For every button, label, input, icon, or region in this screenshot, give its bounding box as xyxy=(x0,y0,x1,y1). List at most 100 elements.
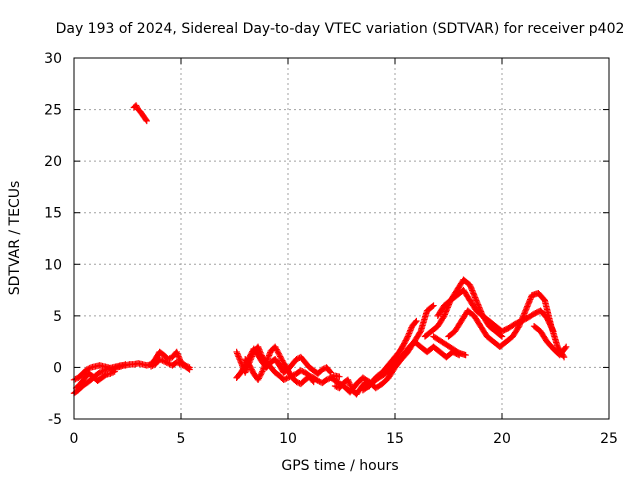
data-point xyxy=(120,361,128,369)
data-point xyxy=(346,381,353,388)
data-point xyxy=(262,360,269,368)
data-point xyxy=(336,373,343,380)
y-tick-label: 0 xyxy=(53,360,62,376)
data-point xyxy=(147,363,155,370)
data-point xyxy=(246,363,254,370)
data-point xyxy=(277,354,285,362)
data-point xyxy=(112,364,119,372)
plot-frame xyxy=(73,57,610,420)
data-point xyxy=(132,102,140,109)
data-point xyxy=(122,361,129,368)
data-point xyxy=(416,329,424,336)
data-point xyxy=(111,368,118,375)
data-point xyxy=(105,364,112,371)
data-point xyxy=(110,369,117,376)
data-point xyxy=(407,327,414,334)
x-axis-label: GPS time / hours xyxy=(281,458,398,474)
data-point xyxy=(276,353,284,360)
data-point xyxy=(156,355,163,363)
data-point xyxy=(237,359,245,366)
data-point xyxy=(402,337,409,344)
data-point xyxy=(405,330,413,337)
data-point xyxy=(174,350,181,357)
data-point xyxy=(117,363,125,370)
data-point xyxy=(175,353,182,360)
y-axis-label: SDTVAR / TECUs xyxy=(7,181,23,296)
data-point xyxy=(259,368,266,375)
data-point xyxy=(256,373,263,381)
data-point xyxy=(278,355,285,363)
y-tick-label: 20 xyxy=(44,154,62,170)
series-track-l xyxy=(421,276,506,340)
data-point xyxy=(173,348,180,356)
data-point xyxy=(344,376,352,384)
data-point xyxy=(264,355,272,362)
data-point xyxy=(293,355,300,363)
data-point xyxy=(326,368,334,375)
data-point xyxy=(176,360,183,367)
data-point xyxy=(106,364,113,372)
data-point xyxy=(274,347,281,355)
data-point xyxy=(107,370,114,377)
data-point xyxy=(401,338,409,346)
data-point xyxy=(281,375,289,383)
data-point xyxy=(235,354,243,362)
data-point xyxy=(179,361,186,369)
y-tick-label: -5 xyxy=(48,412,62,428)
data-point xyxy=(110,365,118,373)
data-point xyxy=(345,379,353,386)
x-tick-label: 0 xyxy=(70,431,79,447)
x-tick-label: 5 xyxy=(177,431,186,447)
data-point xyxy=(404,333,412,340)
data-point xyxy=(310,378,317,386)
data-point xyxy=(259,366,267,374)
data-point xyxy=(430,302,437,309)
data-point xyxy=(562,344,569,352)
y-tick-label: 30 xyxy=(44,51,62,67)
data-point xyxy=(97,368,105,376)
data-point xyxy=(297,367,305,374)
series-track-n xyxy=(445,289,568,361)
data-point xyxy=(254,376,262,384)
data-point xyxy=(265,353,272,361)
data-point xyxy=(72,375,79,383)
data-point xyxy=(143,117,150,125)
x-tick-label: 20 xyxy=(493,431,511,447)
data-point xyxy=(401,340,408,347)
series-track-o xyxy=(430,333,469,359)
data-point xyxy=(260,365,267,372)
data-point xyxy=(83,366,91,373)
data-point xyxy=(248,366,255,373)
y-axis-ticks: -5 0 5 10 15 20 25 30 xyxy=(44,51,609,428)
data-point xyxy=(261,362,268,369)
data-point xyxy=(234,350,241,357)
data-point xyxy=(462,351,469,359)
data-point xyxy=(86,364,93,372)
data-point xyxy=(407,325,415,333)
series-track-d xyxy=(130,102,150,125)
x-tick-label: 10 xyxy=(279,431,297,447)
data-points xyxy=(70,102,570,398)
data-point xyxy=(162,358,169,366)
series-track-b xyxy=(70,361,129,384)
data-point xyxy=(133,103,140,111)
data-point xyxy=(163,359,170,366)
data-point xyxy=(257,371,265,378)
data-point xyxy=(309,377,317,385)
data-point xyxy=(400,341,407,348)
y-tick-label: 25 xyxy=(44,103,62,119)
data-point xyxy=(236,356,243,363)
data-point xyxy=(142,116,150,124)
data-point xyxy=(119,362,126,369)
data-point xyxy=(260,363,268,371)
data-point xyxy=(237,357,244,364)
data-point xyxy=(173,359,180,366)
data-point xyxy=(85,365,92,373)
data-point xyxy=(299,368,306,375)
data-point xyxy=(266,350,273,358)
series-track-p xyxy=(530,322,570,359)
data-point xyxy=(258,369,265,377)
data-point xyxy=(406,328,413,336)
data-point xyxy=(157,356,165,364)
